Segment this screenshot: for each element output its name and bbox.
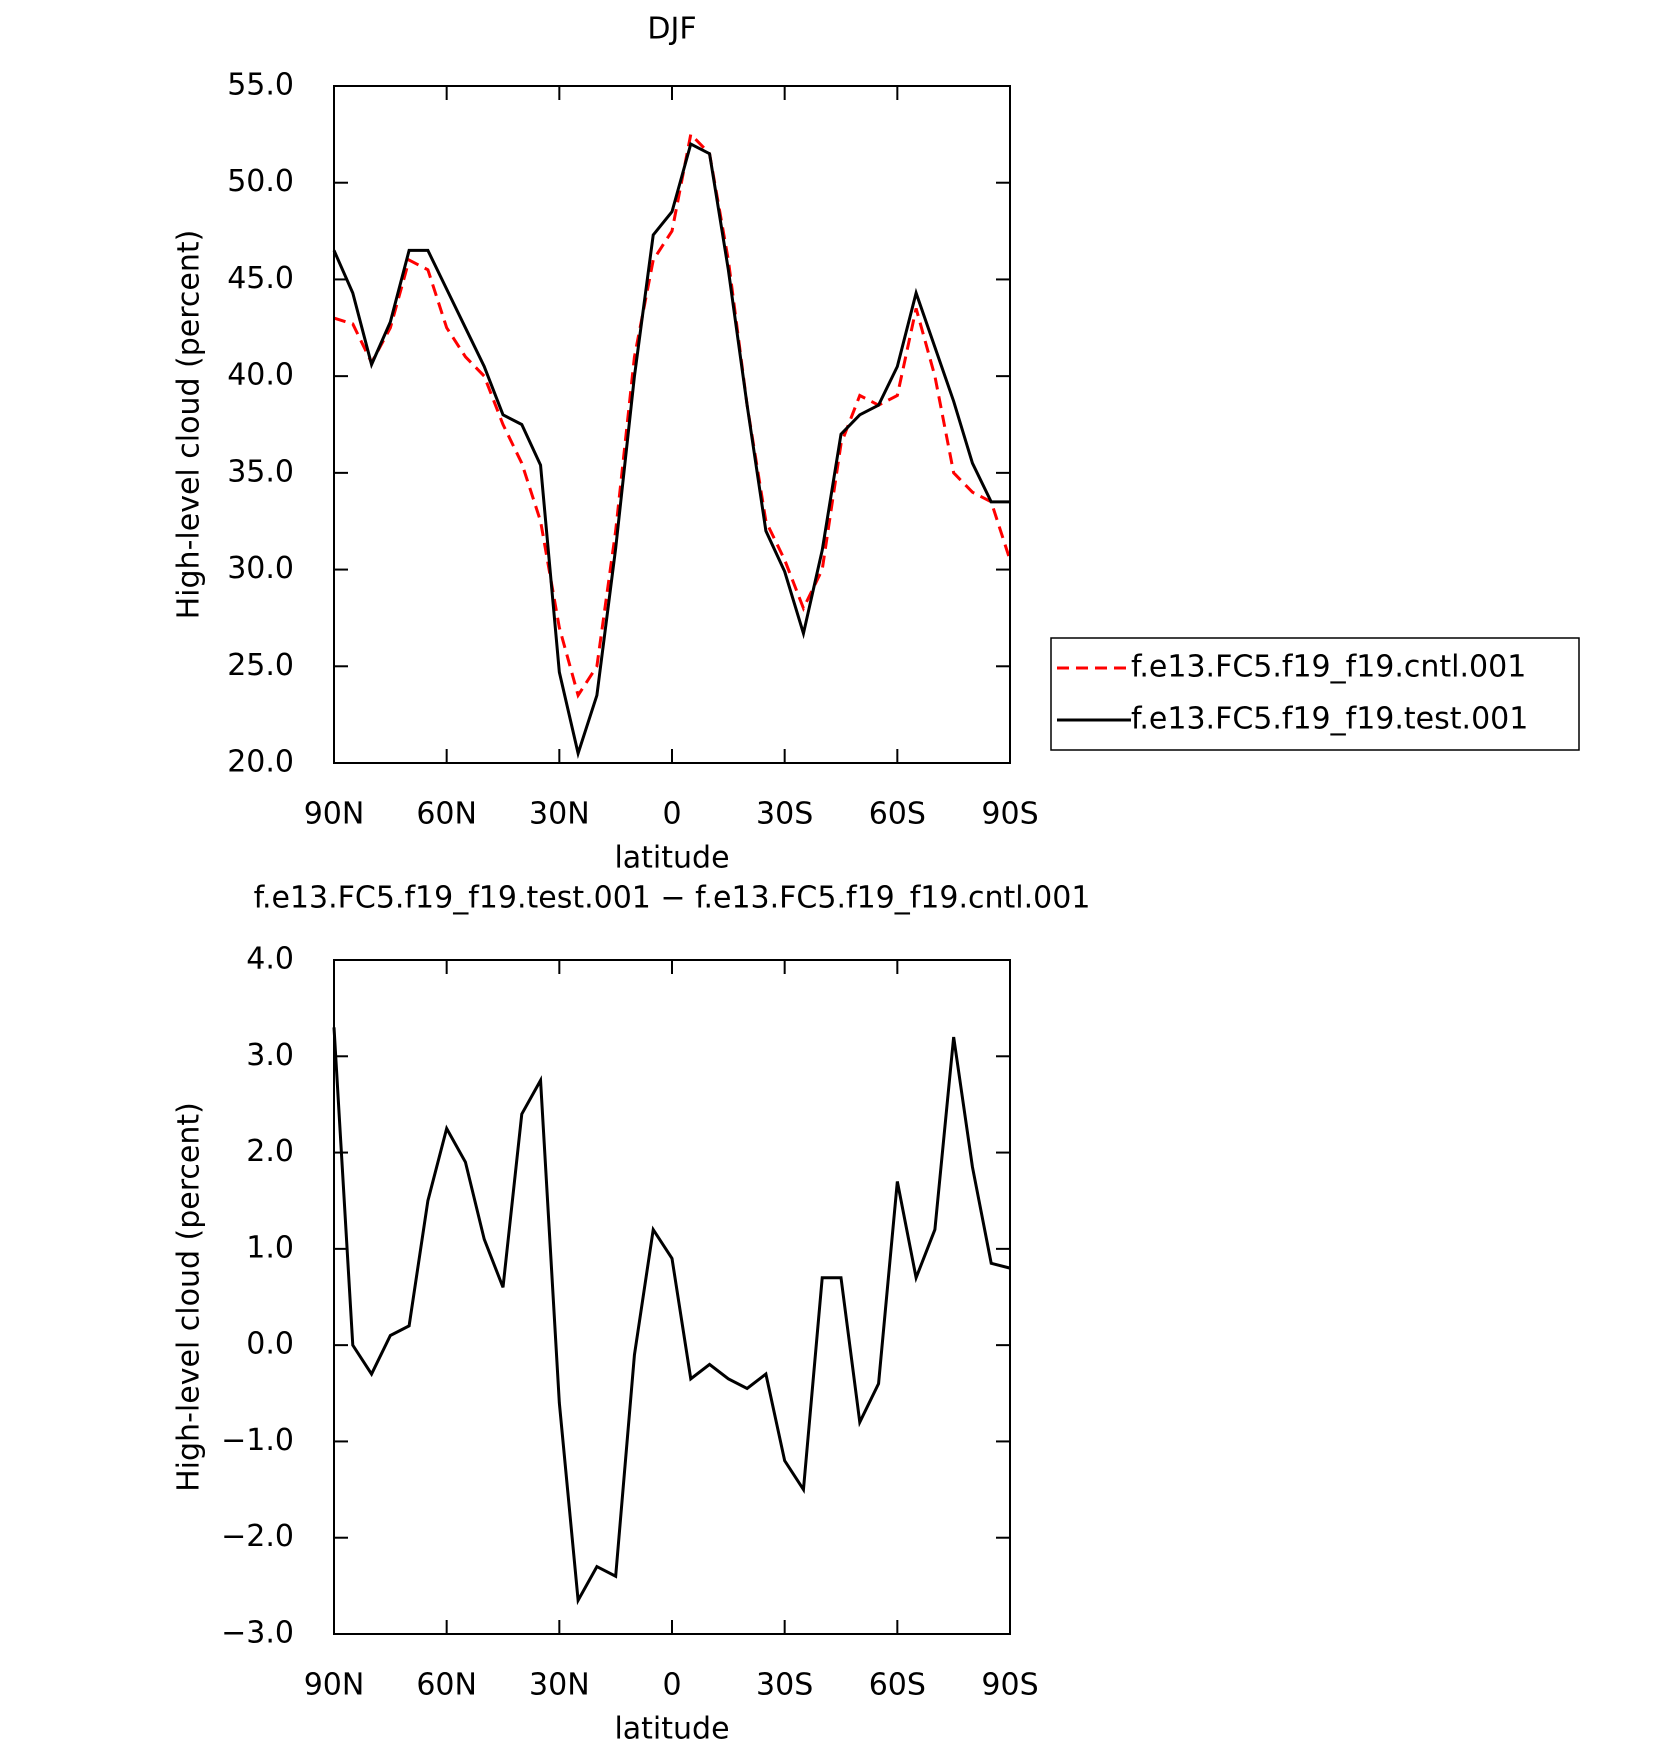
y-tick-label: 1.0 — [246, 1230, 294, 1265]
x-tick-label: 30N — [529, 797, 590, 832]
y-tick-label: 30.0 — [227, 551, 294, 586]
x-tick-label: 90N — [304, 797, 365, 832]
y-tick-label: 45.0 — [227, 261, 294, 296]
chart-title: f.e13.FC5.f19_f19.test.001 − f.e13.FC5.f… — [254, 881, 1091, 916]
plot-frame — [333, 85, 1011, 764]
y-tick-label: 35.0 — [227, 454, 294, 489]
legend-box — [1050, 637, 1580, 751]
x-axis-label: latitude — [614, 1712, 729, 1747]
x-tick-label: 60S — [869, 1668, 926, 1703]
plot-frame — [333, 959, 1011, 1635]
y-tick-label: −2.0 — [221, 1519, 294, 1554]
data-line — [333, 131, 1012, 699]
data-line — [332, 141, 1010, 759]
legend-label: f.e13.FC5.f19_f19.cntl.001 — [1131, 650, 1526, 685]
x-tick-label: 60N — [416, 1668, 477, 1703]
legend-label: f.e13.FC5.f19_f19.test.001 — [1131, 702, 1528, 737]
data-line — [332, 1027, 1011, 1606]
x-tick-label: 30S — [756, 1668, 813, 1703]
x-tick-label: 0 — [662, 1668, 681, 1703]
y-axis-label: High-level cloud (percent) — [172, 1102, 207, 1492]
x-tick-label: 30S — [756, 797, 813, 832]
x-tick-label: 60S — [869, 797, 926, 832]
x-tick-label: 90N — [304, 1668, 365, 1703]
x-tick-label: 0 — [662, 797, 681, 832]
x-tick-label: 60N — [416, 797, 477, 832]
y-tick-label: 20.0 — [227, 745, 294, 780]
y-tick-label: 3.0 — [246, 1038, 294, 1073]
x-tick-label: 30N — [529, 1668, 590, 1703]
y-tick-label: 0.0 — [246, 1327, 294, 1362]
x-tick-label: 90S — [981, 1668, 1038, 1703]
chart-title: DJF — [647, 12, 696, 47]
y-tick-label: 2.0 — [246, 1134, 294, 1169]
y-tick-label: −3.0 — [221, 1616, 294, 1651]
x-axis-label: latitude — [614, 841, 729, 876]
y-tick-label: 50.0 — [227, 164, 294, 199]
y-tick-label: 4.0 — [246, 942, 294, 977]
y-tick-label: −1.0 — [221, 1423, 294, 1458]
x-tick-label: 90S — [981, 797, 1038, 832]
y-axis-label: High-level cloud (percent) — [172, 230, 207, 620]
y-tick-label: 25.0 — [227, 648, 294, 683]
y-tick-label: 40.0 — [227, 358, 294, 393]
y-tick-label: 55.0 — [227, 68, 294, 103]
